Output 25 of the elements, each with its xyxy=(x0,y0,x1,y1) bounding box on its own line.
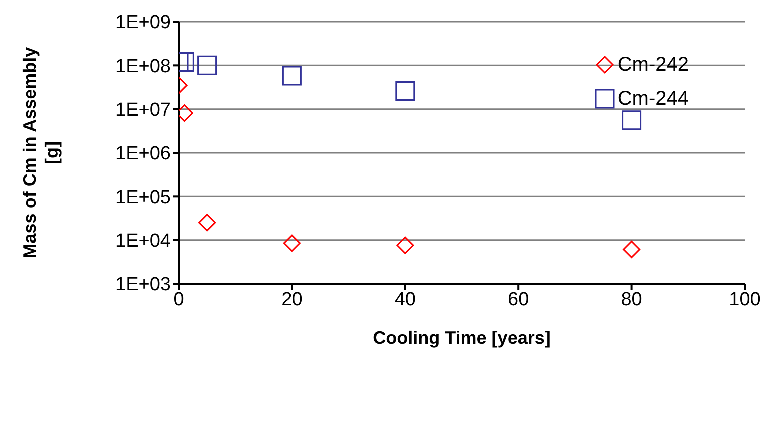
legend-label: Cm-242 xyxy=(618,54,689,76)
y-tick-label: 1E+04 xyxy=(116,231,172,252)
x-tick-label: 80 xyxy=(621,289,642,310)
y-tick-label: 1E+07 xyxy=(116,100,171,122)
y-tick-label: 1E+05 xyxy=(116,187,171,208)
point xyxy=(282,66,302,86)
point xyxy=(283,234,301,252)
point xyxy=(396,236,414,254)
point xyxy=(622,110,642,130)
x-tick-label: 100 xyxy=(729,289,761,310)
y-tick-label: 1E+09 xyxy=(116,12,171,34)
point xyxy=(396,81,416,101)
point xyxy=(198,214,216,232)
x-axis-title: Cooling Time [years] xyxy=(373,328,551,348)
point xyxy=(623,240,641,258)
x-tick-label: 20 xyxy=(282,289,303,310)
x-tick-label: 0 xyxy=(174,289,184,310)
y-tick-label: 1E+06 xyxy=(116,144,171,165)
legend-label: Cm-244 xyxy=(618,88,689,110)
y-tick-label: 1E+08 xyxy=(116,56,171,78)
point xyxy=(198,56,218,76)
x-tick-label: 60 xyxy=(508,289,530,310)
x-tick-label: 40 xyxy=(394,289,416,310)
y-axis-title: Mass of Cm in Assembly [g] xyxy=(20,47,62,259)
y-tick-label: 1E+03 xyxy=(116,274,171,296)
